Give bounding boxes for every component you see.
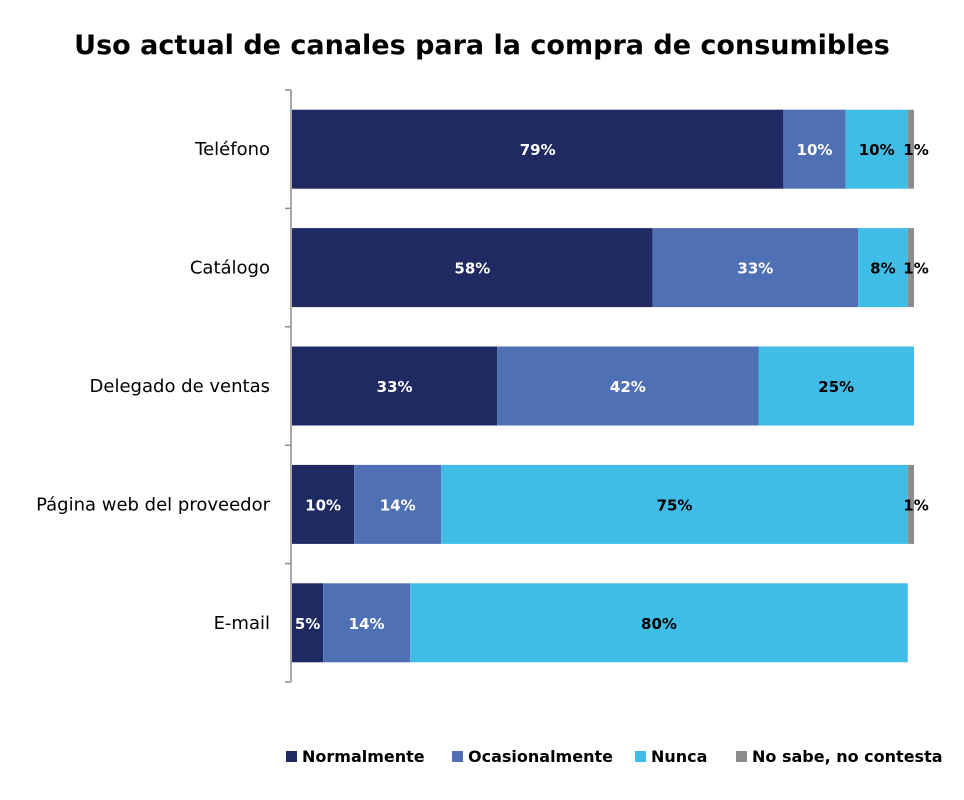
category-label: Catálogo [190,258,270,279]
bar-segment [758,346,914,426]
legend-swatch [635,751,646,762]
bar-segment [292,464,355,544]
bar-segment [858,228,908,308]
data-label: 42% [610,378,646,396]
data-label: 75% [657,496,693,514]
data-label: 10% [859,141,895,159]
legend-swatch [286,751,297,762]
legend-swatch [452,751,463,762]
bars-group: 79% 10% 10% 1% 58% 33% 8% 1% 33% 42% 25% 10% 14% 75% 1… [292,109,929,663]
data-label: 14% [380,496,416,514]
legend-label: Ocasionalmente [468,747,613,766]
bar-segment [292,346,498,426]
data-label: 1% [903,260,928,278]
bar-segment [783,109,846,189]
category-label: Delegado de ventas [90,376,270,397]
category-label: E-mail [214,613,270,634]
bar-segment [845,109,908,189]
legend-label: No sabe, no contesta [752,747,943,766]
bar-segment [652,228,859,308]
data-label: 80% [641,615,677,633]
category-label: Teléfono [194,139,270,160]
bar-segment [292,228,653,308]
bar-segment [907,464,914,544]
bar-segment [410,583,908,663]
data-label: 8% [870,260,895,278]
bar-segment [354,464,442,544]
data-label: 10% [305,496,341,514]
chart-title: Uso actual de canales para la compra de … [74,30,890,61]
legend: Normalmente Ocasionalmente Nunca No sabe, n… [286,747,943,766]
data-label: 25% [818,378,854,396]
data-label: 1% [903,496,928,514]
data-label: 5% [295,615,320,633]
bar-segment [497,346,759,426]
data-label: 58% [454,260,490,278]
legend-swatch [736,751,747,762]
data-label: 10% [797,141,833,159]
bar-segment [907,228,914,308]
category-label: Página web del proveedor [36,494,271,515]
bar-segment [292,583,324,663]
legend-label: Normalmente [302,747,425,766]
legend-label: Nunca [651,747,707,766]
data-label: 33% [377,378,413,396]
data-label: 33% [737,260,773,278]
category-axis: Teléfono Catálogo Delegado de ventas Página… [36,89,292,683]
bar-segment [323,583,411,663]
bar-segment [441,464,908,544]
data-label: 14% [349,615,385,633]
bar-segment [907,109,914,189]
bar-segment [292,109,784,189]
data-label: 1% [903,141,928,159]
data-label: 79% [520,141,556,159]
